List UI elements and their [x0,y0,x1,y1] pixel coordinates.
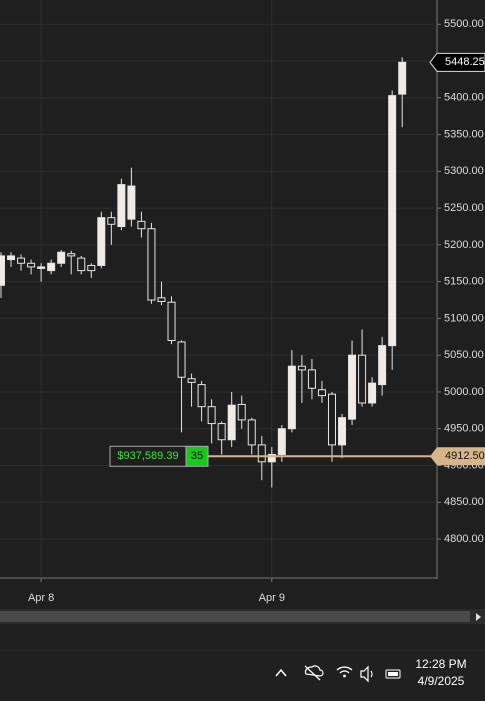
candle-body [247,419,256,446]
x-tick-label: Apr 9 [259,592,285,604]
candle-body [37,266,46,269]
candle-body [217,423,226,441]
candle-body [197,384,206,408]
candle-body [317,389,326,397]
candle-body [368,382,377,404]
last-price-tag [429,52,485,72]
position-price-label: 4912.50 [445,450,485,462]
candle-body [287,365,296,430]
position-qty: 35 [191,450,203,462]
candle-body [117,184,126,227]
y-tick-label: 5350.00 [444,128,484,140]
x-tick-label: Apr 8 [28,592,54,604]
candle-body [177,341,186,378]
y-tick-label: 5150.00 [444,276,484,288]
candle-body [327,393,336,446]
candle-body [297,365,306,371]
candle-body [227,404,236,441]
candle-body [358,354,367,404]
y-tick-label: 5200.00 [444,239,484,251]
y-tick-label: 4950.00 [444,423,484,435]
candle-body [17,257,26,264]
tray-chevron[interactable] [275,668,287,677]
volume-icon[interactable] [360,665,373,683]
scroll-thumb[interactable] [0,611,470,622]
clock-date[interactable]: 4/9/2025 [418,674,465,688]
candle-body [7,255,16,261]
y-tick-label: 4850.00 [444,496,484,508]
y-tick-label: 5250.00 [444,202,484,214]
y-tick-label: 5050.00 [444,349,484,361]
candle-body [157,297,166,303]
candle-body [147,228,156,301]
candle-body [388,95,397,347]
scroll-arrow[interactable] [476,613,481,621]
candle-body [207,406,216,425]
y-tick-label: 5100.00 [444,312,484,324]
candle-body [398,61,407,95]
candle-body [307,369,316,389]
candle-body [137,220,146,230]
position-tag [430,447,485,466]
candle-body [267,453,276,463]
candle-body [27,262,36,268]
position-pnl: $937,589.39 [117,450,178,462]
last-price-label: 5448.25 [445,56,485,68]
cloud-icon[interactable] [304,665,324,681]
candle-body [187,378,196,383]
y-tick-label: 4800.00 [444,533,484,545]
y-tick-label: 5000.00 [444,386,484,398]
candle-body [257,444,266,463]
candle-body [348,354,357,420]
battery-icon[interactable] [385,669,401,679]
battery-level [388,672,398,676]
candle-body [277,428,286,455]
position-qty-box [185,445,209,467]
candle-body [127,185,136,220]
candle-body [237,403,246,421]
candle-body [378,345,387,386]
y-tick-label: 5400.00 [444,92,484,104]
y-tick-label: 5500.00 [444,18,484,30]
wifi-icon[interactable] [336,666,353,674]
candle-body [67,253,76,257]
candle-body [47,262,56,272]
wifi-dot [343,674,346,678]
taskbar [0,650,485,696]
candle-body [107,217,116,225]
candle-body [87,264,96,272]
candle-body [167,301,176,341]
candle-body [57,251,66,264]
y-tick-label: 5300.00 [444,165,484,177]
candle-body [338,417,347,446]
clock-time[interactable]: 12:28 PM [415,657,466,671]
candle-body [97,217,106,266]
candle-body [77,257,86,272]
candle-body [0,255,5,286]
